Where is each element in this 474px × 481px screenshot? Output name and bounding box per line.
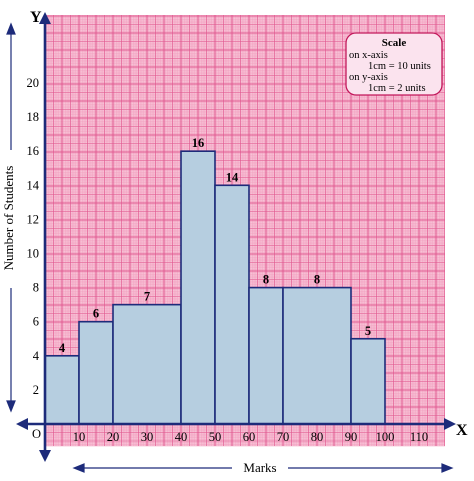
bar-value-label: 16 [192, 136, 205, 150]
bar-value-label: 8 [314, 273, 320, 287]
bar-value-label: 6 [93, 307, 99, 321]
y-tick-label: 14 [27, 178, 40, 192]
histogram-bar [44, 354, 80, 425]
y-tick-label: 2 [33, 383, 39, 397]
y-axis-letter: Y [30, 9, 42, 26]
scale-x-axis: on x-axis [349, 50, 388, 61]
data-labels: 4 6 7 16 14 8 8 5 [59, 136, 371, 355]
bar-value-label: 7 [144, 290, 150, 304]
y-tick-label: 4 [33, 349, 40, 363]
histogram-bar [350, 337, 386, 425]
bar-value-label: 14 [226, 170, 239, 184]
x-axis-arrow-left [16, 418, 28, 430]
y-tick-label: 12 [27, 212, 40, 226]
x-title-arrow [72, 463, 454, 473]
tick-labels: 10 20 30 40 50 60 70 80 90 100 110 2 4 6 8 10 12 14 16 18 20 [27, 76, 429, 444]
scale-title: Scale [382, 37, 407, 49]
x-tick-label: 110 [410, 430, 428, 444]
x-axis-letter: X [456, 422, 468, 439]
y-title-arrow [6, 22, 16, 413]
axes [16, 12, 456, 462]
x-tick-label: 40 [175, 430, 188, 444]
histogram-bar [214, 184, 250, 425]
origin-label: O [32, 427, 41, 441]
bar-value-label: 5 [365, 324, 371, 338]
y-tick-label: 8 [33, 281, 39, 295]
y-tick-label: 6 [33, 315, 39, 329]
y-tick-label: 10 [27, 247, 40, 261]
x-tick-label: 90 [345, 430, 358, 444]
y-tick-label: 18 [27, 110, 40, 124]
bar-value-label: 8 [263, 273, 269, 287]
x-tick-label: 80 [311, 430, 324, 444]
x-axis-title: Marks [243, 460, 276, 475]
x-tick-label: 60 [243, 430, 256, 444]
y-tick-label: 20 [27, 76, 40, 90]
scale-x-value: 1cm = 10 units [368, 61, 431, 72]
scale-y-axis: on y-axis [349, 72, 388, 83]
x-tick-label: 30 [141, 430, 154, 444]
y-axis-arrow-up [39, 12, 51, 24]
histogram-bar [282, 286, 352, 425]
scale-y-value: 1cm = 2 units [368, 83, 426, 94]
y-axis-title: Number of Students [1, 166, 16, 271]
histogram-bar [78, 320, 114, 425]
histogram-bar [248, 286, 284, 425]
x-tick-label: 20 [107, 430, 120, 444]
x-tick-label: 100 [376, 430, 395, 444]
x-tick-label: 70 [277, 430, 290, 444]
x-tick-label: 50 [209, 430, 222, 444]
y-tick-label: 16 [27, 144, 40, 158]
bars [44, 150, 386, 425]
x-tick-label: 10 [73, 430, 86, 444]
histogram-bar [112, 303, 182, 425]
histogram-bar [180, 150, 216, 425]
y-axis-arrow-down [39, 450, 51, 462]
scale-box: Scale on x-axis 1cm = 10 units on y-axis… [345, 32, 443, 96]
bar-value-label: 4 [59, 341, 66, 355]
x-axis-arrow-right [444, 418, 456, 430]
